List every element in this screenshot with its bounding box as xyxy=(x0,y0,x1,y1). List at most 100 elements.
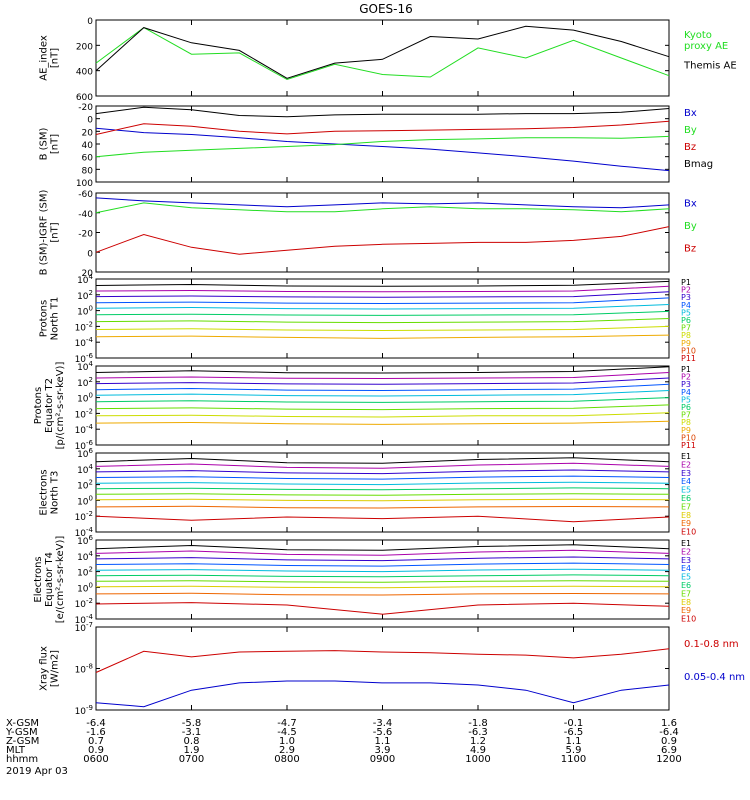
y-tick-label: -60 xyxy=(78,190,93,200)
y-axis-label: [nT] xyxy=(50,134,61,154)
y-tick-label: 104 xyxy=(77,550,93,563)
ephemeris-value: -4.5 xyxy=(277,727,297,738)
y-tick-label: 104 xyxy=(77,463,93,476)
y-tick-label: 10-2 xyxy=(75,510,93,523)
x-tick-label: 0700 xyxy=(179,754,204,765)
ephemeris-label: hhmm xyxy=(6,754,38,765)
legend-label: E8 xyxy=(681,598,691,607)
ephemeris-value: 2.9 xyxy=(279,745,295,756)
y-tick-label: -20 xyxy=(78,230,93,240)
y-axis-label: B (SM) xyxy=(39,127,50,160)
series-line-p6 xyxy=(95,397,670,403)
x-tick-label: 1100 xyxy=(561,754,586,765)
legend-label: E10 xyxy=(681,528,696,537)
series-line-e3 xyxy=(95,556,670,562)
series-line-e6 xyxy=(95,574,670,578)
series-line-kyoto-proxy-ae xyxy=(95,27,670,81)
ephemeris-value: -6.5 xyxy=(564,727,584,738)
series-line-bx xyxy=(95,197,670,209)
y-tick-label: 100 xyxy=(77,494,93,507)
legend-label: E1 xyxy=(681,539,691,548)
ephemeris-value: -3.1 xyxy=(182,727,202,738)
ephemeris-label: X-GSM xyxy=(6,718,39,729)
y-tick-label: -40 xyxy=(78,210,93,220)
y-tick-label: 10-4 xyxy=(75,423,94,436)
legend-label: E1 xyxy=(681,452,691,461)
series-line-e2 xyxy=(95,549,670,556)
series-line-by xyxy=(95,135,670,158)
legend-label: 0.05-0.4 nm xyxy=(684,672,745,683)
ephemeris-value: 1.9 xyxy=(184,745,200,756)
y-tick-label: 102 xyxy=(77,376,93,389)
y-tick-label: 200 xyxy=(76,42,93,52)
series-line-e8 xyxy=(95,585,670,589)
y-tick-label: 600 xyxy=(76,93,93,103)
y-tick-label: 20 xyxy=(82,128,94,138)
legend-label: P5 xyxy=(681,308,691,317)
legend-label: Bz xyxy=(684,244,696,255)
legend-label: P9 xyxy=(681,426,691,435)
series-line-p9 xyxy=(95,334,670,339)
legend-label: P10 xyxy=(681,346,696,355)
legend-label: P5 xyxy=(681,395,691,404)
series-line-by xyxy=(95,202,670,214)
legend-label: P2 xyxy=(681,373,691,382)
series-line-e5 xyxy=(95,481,670,486)
legend-label: By xyxy=(684,221,697,232)
series-line-0-05-0-4-nm xyxy=(95,680,670,708)
y-axis-label: Xray flux xyxy=(39,646,50,691)
series-line-themis-ae xyxy=(95,25,670,79)
y-tick-label: 10-2 xyxy=(75,320,93,333)
series-line-e1 xyxy=(95,544,670,551)
series-line-e9 xyxy=(95,592,670,596)
x-tick-label: 0900 xyxy=(370,754,395,765)
ephemeris-value: 1.1 xyxy=(375,736,391,747)
series-line-p5 xyxy=(95,390,670,397)
series-line-p1 xyxy=(95,366,670,374)
legend-label: Bx xyxy=(684,108,697,119)
ephemeris-value: -6.4 xyxy=(659,727,679,738)
y-axis-label: North T1 xyxy=(50,297,61,341)
legend-label: P4 xyxy=(681,301,691,310)
ephemeris-value: -0.1 xyxy=(564,718,584,729)
series-line-p6 xyxy=(95,310,670,316)
panel-3: -60 -40 -20 0 20 B (SM)-IGRF (SM) [nT] Bx By Bz xyxy=(39,190,697,279)
y-tick-label: 100 xyxy=(77,581,93,594)
legend-label: Themis AE xyxy=(683,61,737,72)
y-tick-label: 10-4 xyxy=(75,336,94,349)
ephemeris-value: -4.7 xyxy=(277,718,297,729)
legend-label: Bmag xyxy=(684,159,713,170)
ephemeris-value: 4.9 xyxy=(470,745,486,756)
legend-label: P2 xyxy=(681,286,691,295)
legend-label: E6 xyxy=(681,494,691,503)
y-tick-label: 102 xyxy=(77,479,93,492)
y-tick-label: 0 xyxy=(87,116,93,126)
legend-label: E7 xyxy=(681,502,691,511)
ephemeris-label: MLT xyxy=(6,745,26,756)
y-tick-label: 102 xyxy=(77,289,93,302)
series-line-e4 xyxy=(95,475,670,480)
panel-frame xyxy=(95,539,670,620)
y-tick-label: 400 xyxy=(76,68,93,78)
y-tick-label: 0 xyxy=(87,249,93,259)
y-tick-label: 60 xyxy=(82,154,94,164)
legend-label: P1 xyxy=(681,365,691,374)
y-axis-label: [e/(cm²-s-sr-keV)] xyxy=(55,536,66,624)
legend-label: E8 xyxy=(681,511,691,520)
legend-label: Kyoto xyxy=(684,30,712,41)
ephemeris-value: 0.9 xyxy=(661,736,677,747)
ephemeris-value: 1.1 xyxy=(566,736,582,747)
series-line-p7 xyxy=(95,318,670,324)
y-axis-label: North T3 xyxy=(50,471,61,515)
legend-label: E10 xyxy=(681,615,696,624)
y-axis-label: [p/(cm²-s-sr-keV)] xyxy=(55,362,66,450)
legend-label: E4 xyxy=(681,477,691,486)
legend-label: E2 xyxy=(681,460,691,469)
series-line-e7 xyxy=(95,493,670,496)
series-line-p8 xyxy=(95,412,670,418)
ephemeris-value: 1.0 xyxy=(279,736,295,747)
